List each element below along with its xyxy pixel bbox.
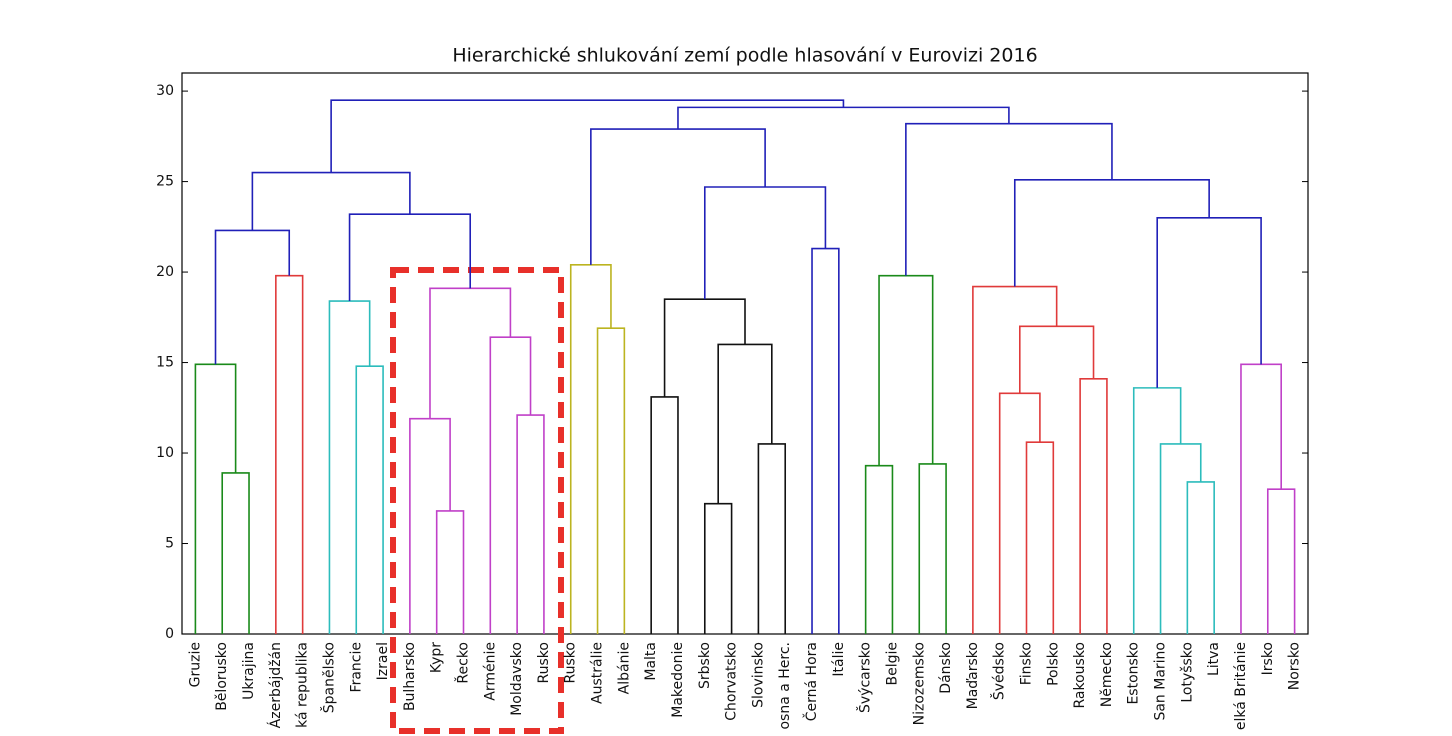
chart-title: Hierarchické shlukování zemí podle hlaso…: [452, 45, 1037, 67]
x-tick-label: Izrael: [375, 642, 391, 680]
x-tick-label: Makedonie: [670, 642, 686, 718]
y-tick-label: 20: [156, 264, 174, 280]
link: [348, 213, 472, 302]
link: [1025, 441, 1055, 634]
link: [569, 264, 612, 634]
link: [590, 128, 766, 265]
link: [811, 247, 840, 634]
x-tick-label: Bulharsko: [402, 642, 418, 711]
x-tick-label: Polsko: [1045, 642, 1061, 686]
x-tick-label: Srbsko: [697, 642, 713, 689]
link: [864, 464, 894, 634]
x-tick-label: Austrálie: [590, 642, 606, 704]
link: [717, 343, 773, 504]
link: [972, 285, 1058, 634]
link: [194, 363, 237, 634]
x-tick-label: Ázerbájdžán: [267, 642, 284, 728]
x-tick-label: Estonsko: [1126, 642, 1142, 705]
x-tick-label: Finsko: [1019, 642, 1035, 685]
y-tick-label: 5: [165, 536, 174, 552]
x-tick-label: Gruzie: [187, 642, 203, 687]
link: [251, 171, 411, 231]
x-tick-label: Belgie: [884, 642, 900, 686]
link: [355, 365, 384, 634]
link: [409, 417, 451, 634]
y-tick-label: 10: [156, 445, 174, 461]
link: [489, 336, 532, 634]
link: [918, 463, 947, 634]
y-tick-label: 25: [156, 174, 174, 190]
link: [516, 414, 545, 634]
y-tick-label: 15: [156, 355, 174, 371]
x-tick-label: Irsko: [1260, 642, 1276, 675]
link: [998, 392, 1041, 634]
link: [1156, 216, 1262, 388]
link: [1019, 325, 1095, 394]
x-tick-label: Černá Hora: [802, 642, 820, 721]
link: [214, 229, 291, 365]
link: [703, 502, 733, 634]
x-tick-label: Kypr: [429, 642, 445, 673]
link: [429, 287, 512, 419]
link: [1159, 443, 1202, 634]
x-tick-label: Řecko: [455, 642, 472, 684]
link: [905, 122, 1113, 276]
link: [1013, 178, 1210, 287]
link: [663, 298, 746, 397]
link: [878, 274, 934, 466]
link: [677, 106, 1010, 130]
link: [650, 396, 679, 634]
x-tick-label: Ukrajina: [241, 642, 257, 700]
plot-frame: [181, 72, 1309, 635]
x-tick-label: Rusko: [536, 642, 552, 683]
x-tick-label: Španělsko: [319, 642, 337, 713]
link: [1079, 378, 1108, 634]
x-tick-label: Dánsko: [938, 642, 954, 694]
x-tick-label: Německo: [1099, 642, 1115, 707]
x-tick-label: San Marino: [1153, 642, 1169, 721]
highlight-box: [390, 267, 564, 734]
link: [221, 472, 250, 634]
link: [330, 99, 845, 173]
x-tick-label: Maďarsko: [965, 642, 981, 709]
x-tick-label: Malta: [643, 642, 659, 681]
link: [1186, 481, 1215, 634]
x-tick-label: Albánie: [616, 642, 632, 694]
link: [328, 300, 371, 634]
link: [275, 274, 304, 634]
link: [757, 443, 787, 634]
x-tick-label: Nizozemsko: [911, 642, 927, 725]
x-tick-label: Švýcarsko: [856, 642, 874, 713]
x-tick-label: Slovinsko: [750, 642, 766, 708]
link: [435, 510, 465, 634]
x-tick-label: Rakousko: [1072, 642, 1088, 709]
link: [1240, 363, 1282, 634]
x-tick-label: osna a Herc.: [777, 642, 793, 730]
y-tick-label: 0: [165, 626, 174, 642]
x-tick-label: Arménie: [482, 642, 498, 701]
x-tick-label: Moldavsko: [509, 642, 525, 716]
x-tick-label: Chorvatsko: [724, 642, 740, 721]
x-tick-label: Norsko: [1287, 642, 1303, 690]
x-tick-label: Litva: [1206, 642, 1222, 676]
y-tick-label: 30: [156, 83, 174, 99]
x-tick-label: Francie: [348, 642, 364, 692]
link: [596, 327, 626, 634]
x-tick-label: Rusko: [563, 642, 579, 683]
x-tick-label: Lotyšsko: [1179, 642, 1195, 703]
link: [1266, 488, 1296, 634]
x-tick-label: Itálie: [831, 642, 847, 677]
x-tick-label: Bělorusko: [214, 642, 230, 711]
x-tick-label: elká Británie: [1233, 642, 1249, 730]
x-tick-label: Švédsko: [990, 642, 1008, 700]
link: [1132, 387, 1182, 634]
x-tick-label: ká republika: [295, 642, 311, 728]
link: [703, 186, 827, 300]
